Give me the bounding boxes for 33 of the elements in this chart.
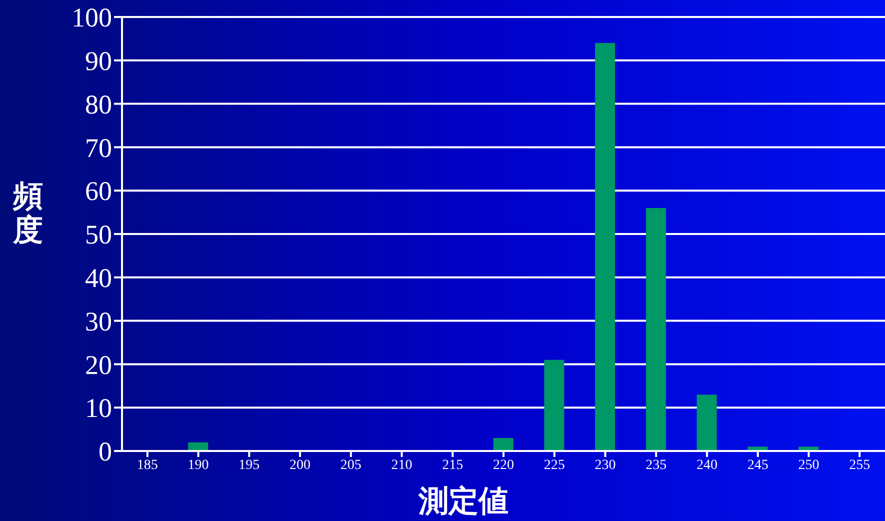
bar (595, 43, 616, 451)
x-axis-title: 測定値 (418, 484, 508, 519)
x-tick-label: 240 (696, 458, 718, 473)
bar (646, 208, 666, 451)
x-tick-label: 185 (136, 458, 158, 473)
x-tick-label: 220 (493, 458, 514, 473)
y-tick-label: 40 (85, 262, 112, 293)
x-tick-label: 225 (544, 458, 565, 473)
x-tick-label: 205 (340, 458, 362, 473)
x-tick-label: 210 (391, 458, 412, 473)
y-tick-label: 30 (85, 306, 112, 336)
y-tick-label: 10 (85, 393, 112, 424)
bar (493, 438, 514, 451)
y-tick-label: 70 (85, 132, 112, 163)
y-tick-label: 80 (85, 89, 112, 120)
x-tick-label: 245 (747, 458, 768, 473)
y-tick-label: 60 (85, 176, 112, 206)
x-tick-label: 215 (442, 458, 464, 473)
x-tick-label: 255 (849, 458, 870, 473)
x-tick-label: 195 (238, 458, 260, 473)
x-tick-label: 200 (290, 458, 311, 473)
y-tick-label: 100 (72, 2, 112, 33)
x-tick-label: 235 (646, 458, 667, 473)
x-tick-label: 230 (594, 458, 616, 473)
y-tick-label: 50 (85, 220, 112, 250)
x-tick-label: 190 (188, 458, 209, 473)
y-tick-label: 20 (85, 350, 112, 380)
bar (544, 360, 564, 451)
y-tick-label: 0 (98, 436, 112, 467)
x-tick-label: 250 (798, 458, 820, 473)
y-axis-title: 頻度 (12, 179, 43, 248)
bar (696, 394, 717, 451)
y-tick-label: 90 (85, 46, 112, 76)
